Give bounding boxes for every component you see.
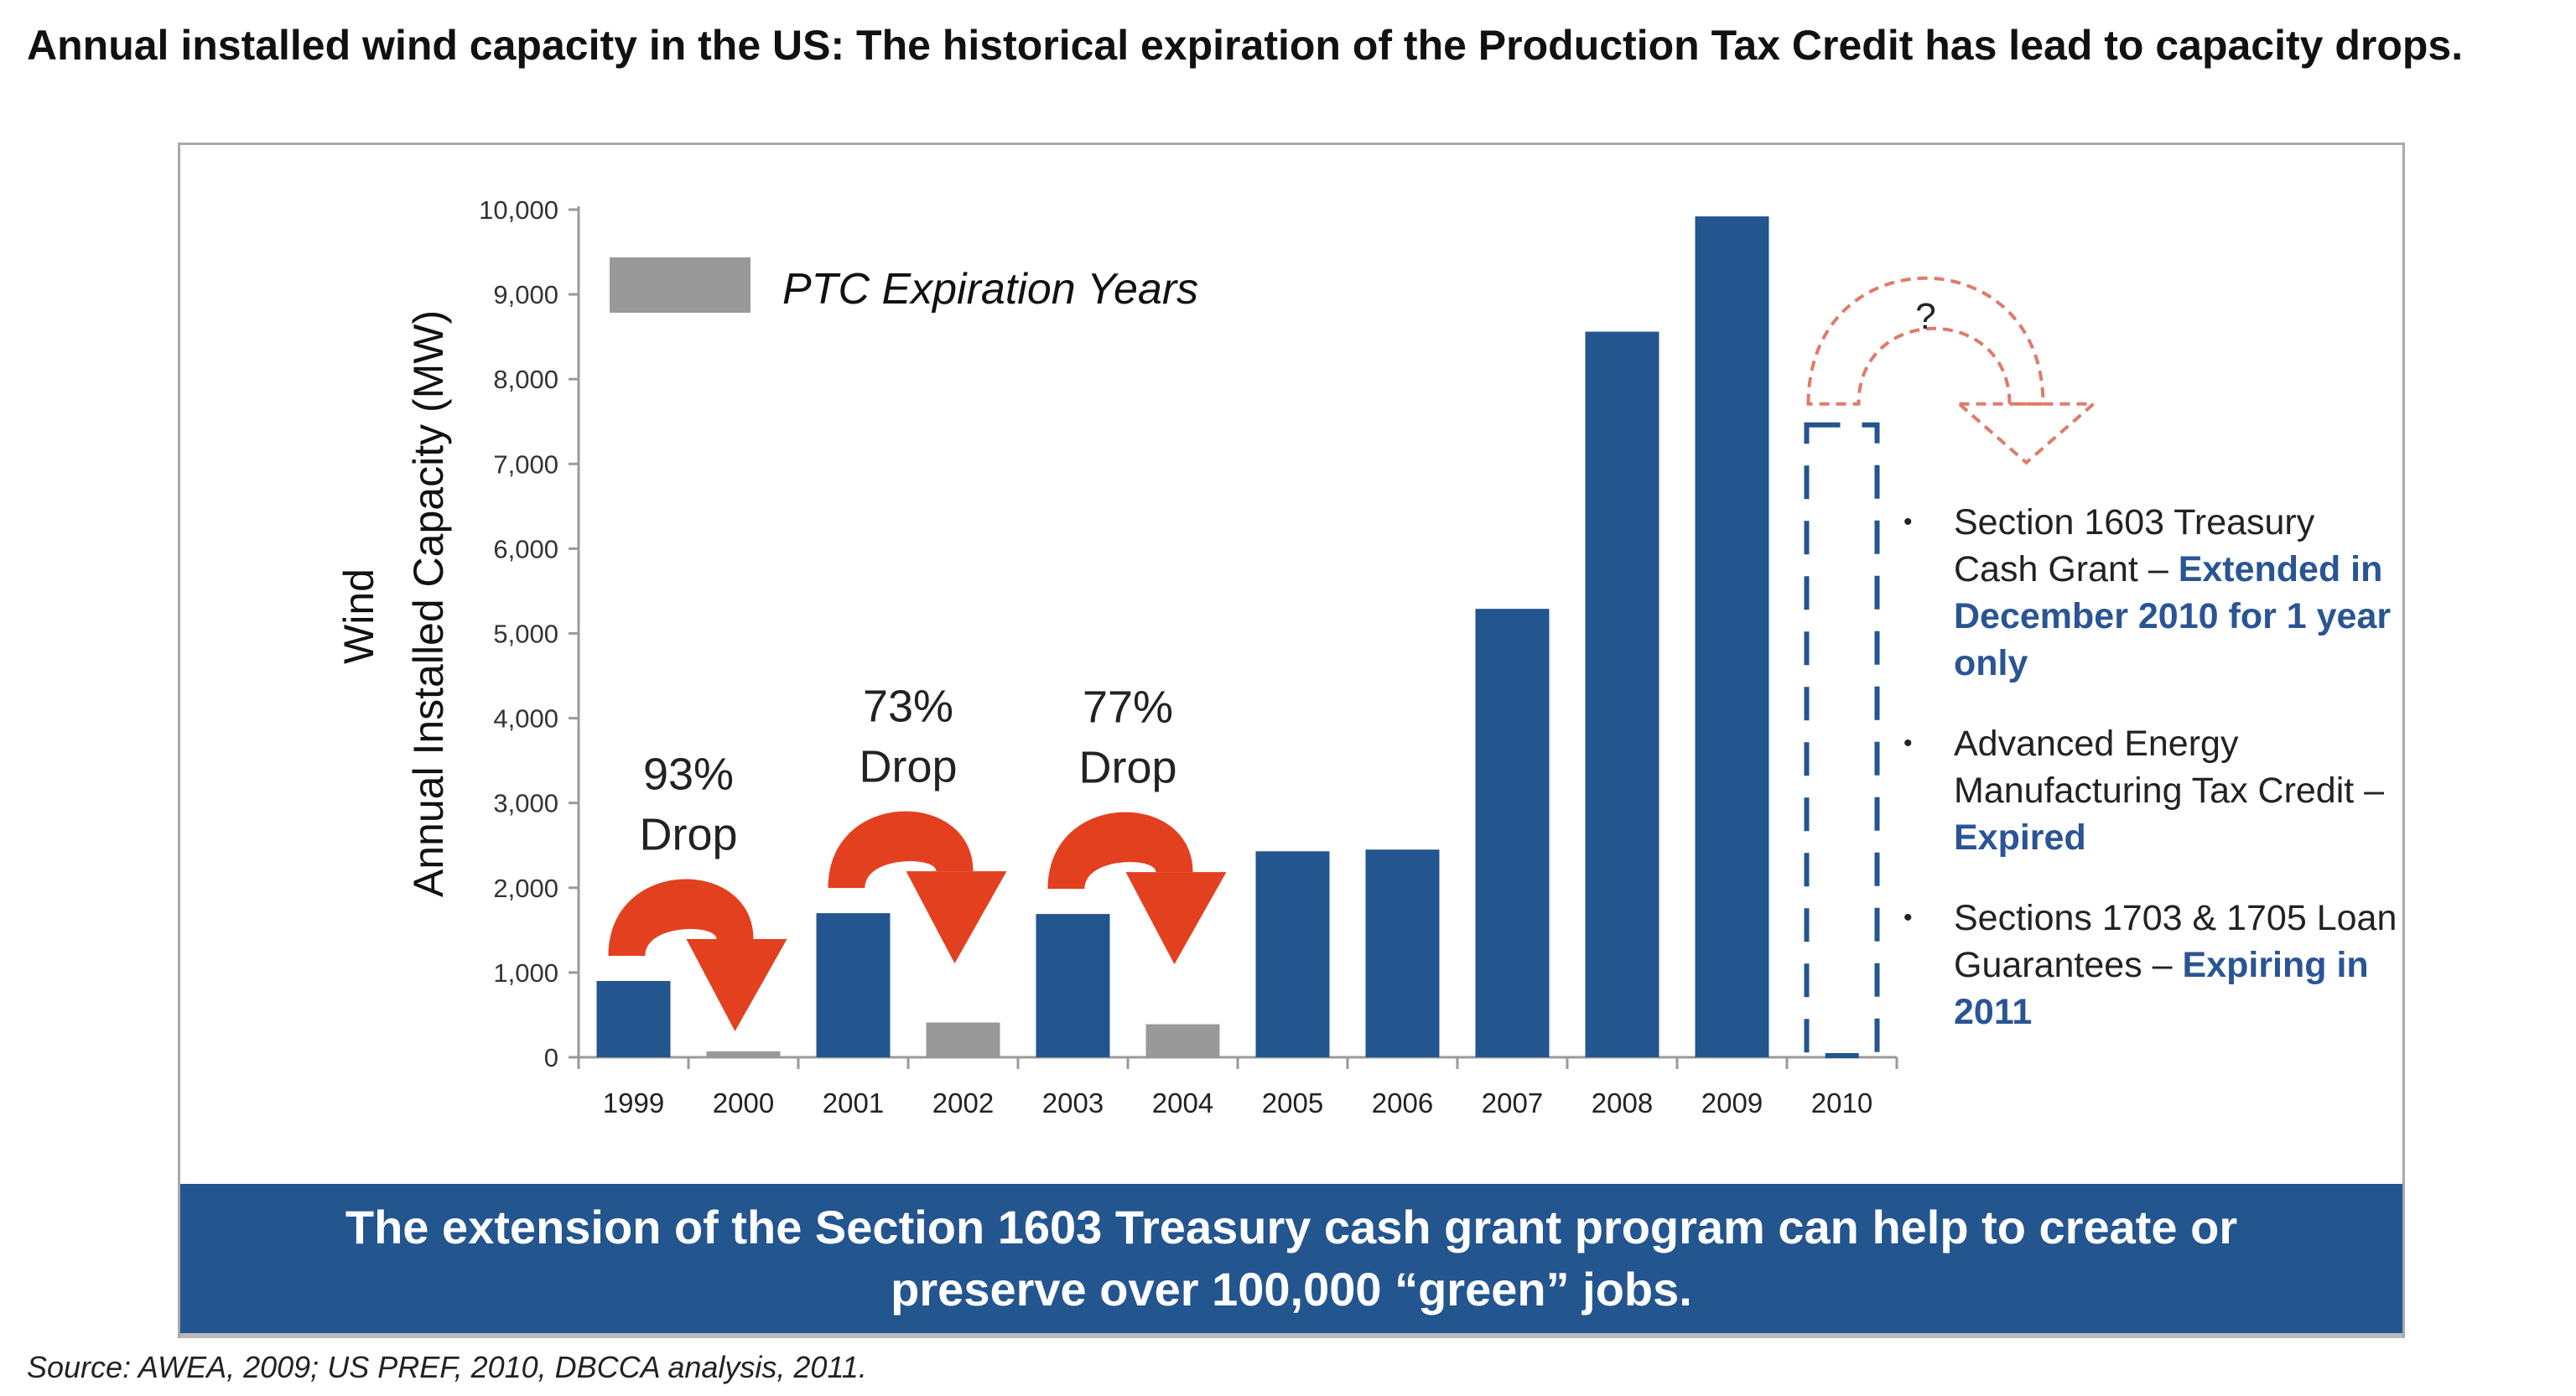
y-tick-label: 10,000: [479, 195, 558, 225]
y-tick-label: 2,000: [493, 874, 558, 903]
question-arrow-head: [1955, 402, 2098, 465]
bars: [596, 216, 1880, 1058]
bar-2005: [1255, 851, 1330, 1057]
y-tick-label: 6,000: [493, 534, 558, 563]
bar-2007: [1475, 609, 1550, 1057]
y-tick-label: 0: [544, 1043, 558, 1072]
drop-arrow-head: [906, 871, 1007, 964]
note-item: • Sections 1703 & 1705 Loan Guarantees –…: [1903, 895, 2407, 1035]
x-axis: 1999 2000 2001 2002 2003 2004 2005 2006 2007 2008…: [577, 1056, 1898, 1118]
drop-percent-label: 77%: [1083, 682, 1173, 733]
note-text: Sections 1703 & 1705 Loan Guarantees –: [1954, 898, 2397, 985]
slide-title: Annual installed wind capacity in the US…: [27, 22, 2464, 69]
x-tick-label: 2004: [1152, 1087, 1213, 1118]
bar-2009: [1695, 216, 1769, 1057]
source-note: Source: AWEA, 2009; US PREF, 2010, DBCCA…: [27, 1350, 867, 1384]
x-tick-label: 2002: [932, 1087, 994, 1118]
x-tick-label: 2005: [1262, 1087, 1323, 1118]
drop-arrow-body: [1047, 812, 1193, 890]
drop-word-label: Drop: [1078, 743, 1176, 793]
x-tick-label: 2010: [1811, 1087, 1872, 1118]
bar-2006: [1365, 849, 1440, 1057]
banner-text: The extension of the Section 1603 Treasu…: [345, 1201, 2238, 1316]
x-tick-label: 2008: [1592, 1087, 1653, 1118]
x-tick-label: 2007: [1482, 1087, 1543, 1118]
bar-2008: [1585, 331, 1659, 1058]
y-tick-label: 7,000: [493, 449, 558, 479]
drop-word-label: Drop: [639, 810, 737, 860]
drop-arrow-body: [608, 879, 754, 957]
legend-label: PTC Expiration Years: [782, 265, 1198, 314]
y-axis-title: Wind Annual Installed Capacity (MW): [335, 310, 452, 897]
y-tick-label: 1,000: [493, 958, 558, 988]
drop-percent-label: 93%: [643, 750, 734, 800]
note-highlight: Expired: [1954, 817, 2086, 858]
y-tick-label: 8,000: [493, 365, 558, 394]
x-tick-label: 2000: [713, 1087, 774, 1118]
bullet-icon: •: [1903, 729, 1913, 757]
note-item: • Advanced Energy Manufacturing Tax Cred…: [1903, 720, 2407, 861]
y-axis-title-line2: Annual Installed Capacity (MW): [405, 310, 452, 897]
bar-2003: [1036, 914, 1110, 1057]
question-mark-label: ?: [1915, 296, 1935, 337]
policy-notes: • Section 1603 Treasury Cash Grant – Ext…: [1903, 499, 2407, 1069]
conclusion-banner: The extension of the Section 1603 Treasu…: [180, 1184, 2402, 1338]
drop-arrow-head: [1125, 872, 1227, 965]
drop-word-label: Drop: [859, 742, 957, 792]
y-axis-title-line1: Wind: [335, 568, 382, 664]
bullet-icon: •: [1903, 904, 1913, 932]
x-tick-label: 2006: [1372, 1087, 1433, 1118]
note-highlight: Extended in December 2010 for 1 year onl…: [1954, 549, 2392, 683]
bar-2002: [926, 1022, 1000, 1057]
note-text: Advanced Energy Manufacturing Tax Credit…: [1954, 724, 2385, 811]
note-highlight: Expiring in 2011: [1954, 945, 2369, 1032]
y-tick-label: 4,000: [493, 704, 558, 734]
bar-2001: [816, 913, 891, 1057]
chart-frame: [178, 143, 2405, 1338]
note-text: Section 1603 Treasury Cash Grant –: [1954, 502, 2315, 589]
bar-2000: [706, 1051, 781, 1057]
drop-percent-label: 73%: [863, 682, 953, 732]
y-tick-label: 3,000: [493, 789, 558, 818]
legend: PTC Expiration Years: [610, 257, 1198, 314]
x-tick-label: 1999: [603, 1087, 664, 1118]
x-tick-label: 2003: [1042, 1087, 1104, 1118]
drop-arrow-body: [828, 811, 974, 889]
drop-annotations: 93% Drop 73% Drop 77% Drop?: [608, 276, 2098, 1032]
bar-2004: [1145, 1024, 1220, 1057]
bullet-icon: •: [1903, 508, 1913, 536]
bar-projected-2010: [1804, 422, 1880, 1058]
bar-1999: [596, 981, 671, 1057]
y-tick-label: 5,000: [493, 620, 558, 649]
drop-arrow-head: [686, 939, 787, 1032]
note-item: • Section 1603 Treasury Cash Grant – Ext…: [1903, 499, 2407, 687]
x-tick-label: 2009: [1701, 1087, 1763, 1118]
legend-swatch-ptc: [610, 257, 750, 313]
y-axis: 0 1,000 2,000 3,000 4,000 5,000 6,000 7,000 8,00…: [479, 195, 580, 1072]
y-tick-label: 9,000: [493, 280, 558, 309]
question-arrow-body: [1806, 276, 2045, 406]
x-tick-label: 2001: [823, 1087, 884, 1118]
